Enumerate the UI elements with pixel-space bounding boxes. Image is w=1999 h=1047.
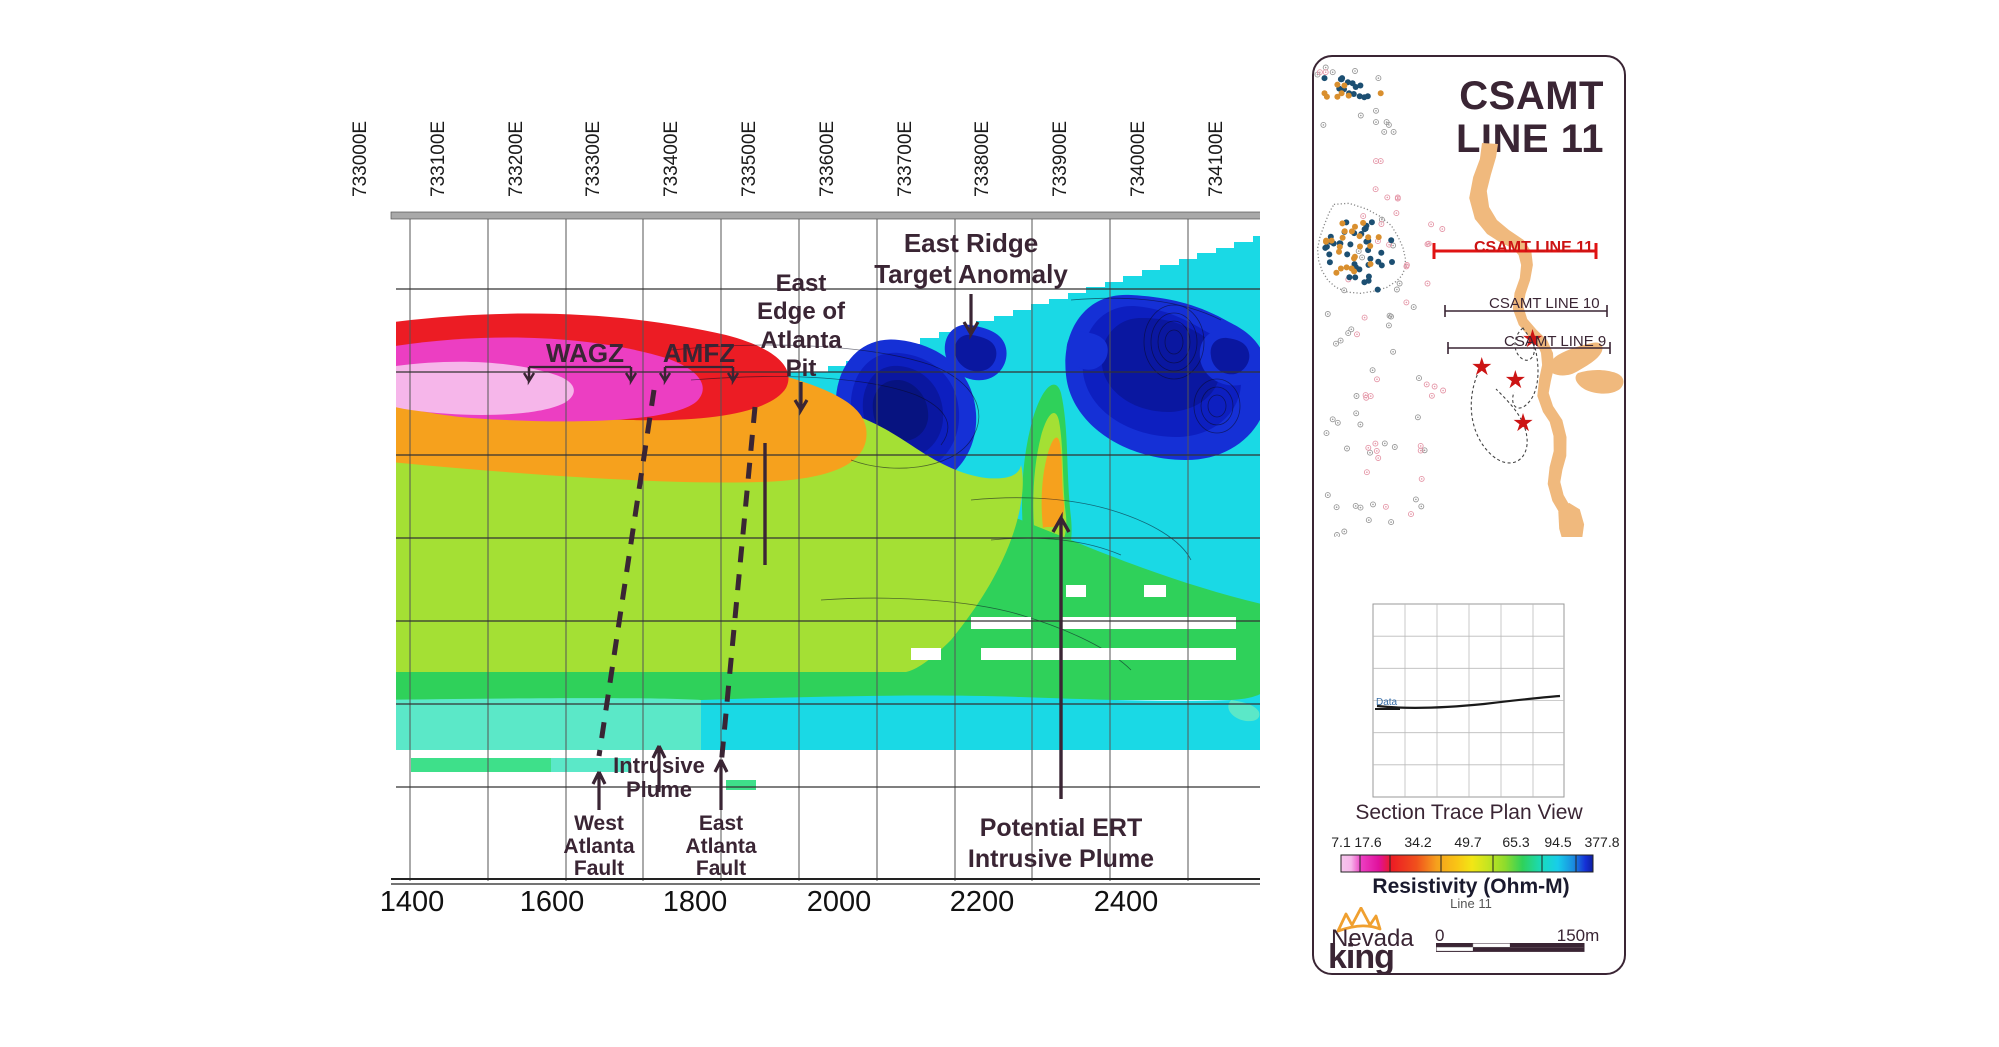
svg-text:17.6: 17.6 bbox=[1354, 834, 1381, 850]
svg-text:49.7: 49.7 bbox=[1454, 834, 1481, 850]
svg-text:Data: Data bbox=[1376, 697, 1398, 708]
svg-text:65.3: 65.3 bbox=[1502, 834, 1529, 850]
svg-text:377.8: 377.8 bbox=[1584, 834, 1619, 850]
svg-text:7.1: 7.1 bbox=[1331, 834, 1351, 850]
svg-text:34.2: 34.2 bbox=[1404, 834, 1431, 850]
svg-text:94.5: 94.5 bbox=[1544, 834, 1571, 850]
svg-text:Section Trace Plan View: Section Trace Plan View bbox=[1355, 801, 1583, 824]
